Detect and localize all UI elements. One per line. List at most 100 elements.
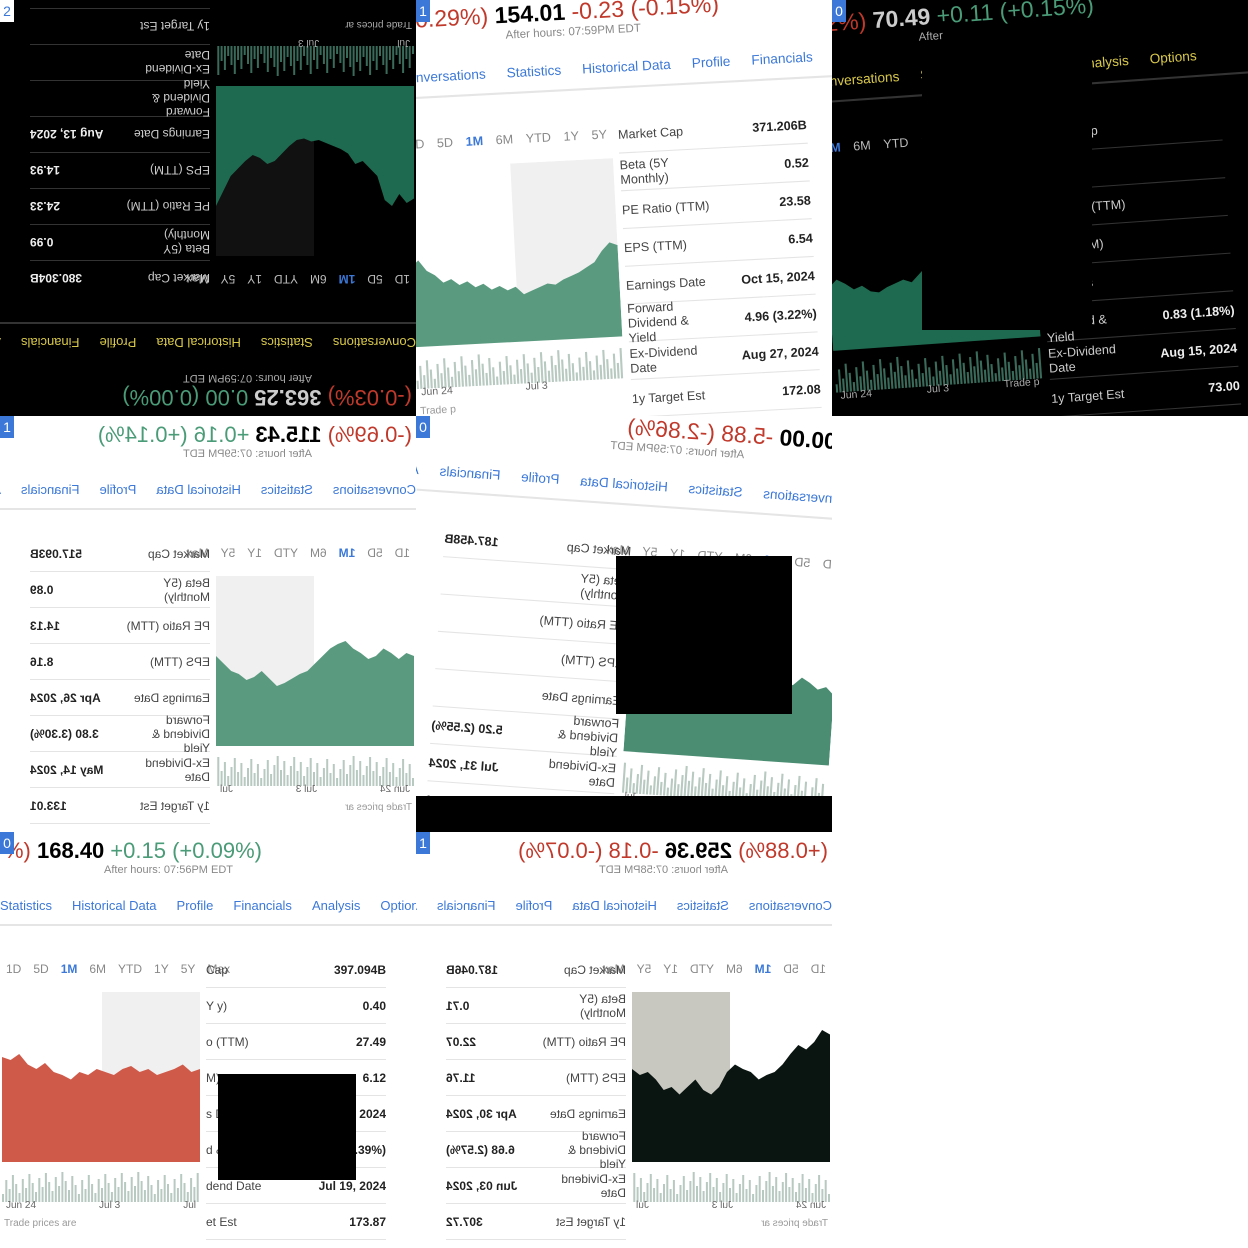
- tab-conversations[interactable]: Conversations: [748, 898, 832, 913]
- volume-bar: [382, 767, 385, 786]
- tab-financials[interactable]: Financials: [20, 482, 80, 497]
- stat-label: Market Cap: [617, 123, 684, 142]
- range-6m[interactable]: 6M: [309, 272, 327, 286]
- tab-financials[interactable]: Financials: [233, 898, 292, 913]
- volume-bar: [41, 1187, 44, 1202]
- price-chart[interactable]: [632, 992, 830, 1202]
- volume-bar: [865, 370, 870, 391]
- x-tick-label: Jul 3: [926, 382, 950, 396]
- tab-historical-data[interactable]: Historical Data: [579, 472, 669, 495]
- range-1y[interactable]: 1Y: [247, 272, 262, 286]
- stat-row: Forward Dividend & Yield: [30, 78, 210, 120]
- tab-financials[interactable]: Financials: [439, 463, 501, 483]
- price-chart[interactable]: [2, 992, 200, 1202]
- range-1m[interactable]: 1M: [338, 546, 356, 560]
- tab-conversations[interactable]: Conversations: [332, 335, 416, 350]
- range-ytd[interactable]: YTD: [273, 546, 298, 560]
- tab-profile[interactable]: Profile: [520, 468, 560, 488]
- tab-analysis[interactable]: Analysis: [311, 898, 361, 913]
- volume-bar: [714, 779, 718, 800]
- tab-historical-data[interactable]: Historical Data: [156, 482, 241, 497]
- tab-profile[interactable]: Profile: [99, 335, 137, 350]
- volume-bar: [492, 367, 496, 386]
- range-ytd[interactable]: YTD: [882, 135, 909, 152]
- range-5d[interactable]: 5D: [33, 962, 49, 976]
- range-5y[interactable]: 5Y: [636, 962, 652, 976]
- tab-profile[interactable]: Profile: [515, 898, 553, 913]
- tab-historical-data[interactable]: Historical Data: [72, 898, 157, 913]
- tab-historical-data[interactable]: Historical Data: [581, 56, 672, 77]
- range-1m[interactable]: 1M: [832, 139, 842, 156]
- range-ytd[interactable]: YTD: [273, 272, 298, 286]
- tab-financials[interactable]: Financials: [436, 898, 496, 913]
- tab-analysis[interactable]: Analysis: [416, 458, 420, 478]
- price-chart[interactable]: [216, 576, 414, 786]
- tab-analysis[interactable]: Analysis: [416, 898, 417, 913]
- tab-profile[interactable]: Profile: [99, 482, 137, 497]
- tab-statistics[interactable]: Statistics: [506, 62, 562, 81]
- tab-statistics[interactable]: Statistics: [676, 898, 729, 913]
- range-max[interactable]: Max: [207, 962, 231, 976]
- tab-profile[interactable]: Profile: [176, 898, 214, 913]
- tab-options[interactable]: Options: [1149, 47, 1198, 67]
- range-1d[interactable]: 1D: [6, 962, 22, 976]
- range-1m[interactable]: 1M: [465, 133, 484, 149]
- range-1d[interactable]: 1D: [822, 556, 832, 573]
- stat-label: et Est: [206, 1214, 237, 1229]
- volume-bar: [693, 786, 697, 798]
- range-5d[interactable]: 5D: [367, 272, 383, 286]
- range-1d[interactable]: 1D: [394, 272, 410, 286]
- range-1y[interactable]: 1Y: [663, 962, 678, 976]
- stat-value: 6.54: [787, 230, 814, 247]
- price-chart[interactable]: [416, 158, 625, 390]
- range-6m[interactable]: 6M: [89, 962, 107, 976]
- range-ytd[interactable]: YTD: [689, 962, 714, 976]
- range-ytd[interactable]: YTD: [118, 962, 143, 976]
- price-area: [216, 641, 414, 746]
- range-1y[interactable]: 1Y: [563, 128, 580, 144]
- tab-profile[interactable]: Profile: [691, 53, 731, 71]
- volume-bar: [5, 1180, 8, 1202]
- tab-conversations[interactable]: Conversations: [832, 68, 900, 91]
- range-1d[interactable]: 1D: [394, 546, 410, 560]
- stat-value: 380.304B: [30, 271, 83, 286]
- range-5y[interactable]: 5Y: [220, 272, 236, 286]
- range-1m[interactable]: 1M: [754, 962, 772, 976]
- tab-statistics[interactable]: Statistics: [688, 480, 744, 500]
- tab-financials[interactable]: Financials: [20, 335, 80, 350]
- range-1y[interactable]: 1Y: [154, 962, 169, 976]
- range-5d[interactable]: 5D: [436, 134, 454, 151]
- range-5d[interactable]: 5D: [783, 962, 799, 976]
- tab-analysis[interactable]: Analysis: [0, 335, 1, 350]
- range-5d[interactable]: 5D: [367, 546, 383, 560]
- range-6m[interactable]: 6M: [495, 131, 514, 148]
- tab-financials[interactable]: Financials: [750, 48, 814, 68]
- price-chart[interactable]: [216, 46, 414, 256]
- range-1m[interactable]: 1M: [338, 272, 356, 286]
- range-6m[interactable]: 6M: [309, 546, 327, 560]
- range-6m[interactable]: 6M: [725, 962, 743, 976]
- range-5y[interactable]: 5Y: [180, 962, 196, 976]
- range-5d[interactable]: 5D: [793, 554, 811, 571]
- range-1y[interactable]: 1Y: [247, 546, 262, 560]
- tab-historical-data[interactable]: Historical Data: [572, 898, 657, 913]
- range-ytd[interactable]: YTD: [525, 129, 552, 146]
- range-1d[interactable]: 1D: [416, 136, 425, 152]
- tab-conversations[interactable]: Conversations: [762, 485, 832, 508]
- stat-value: Oct 15, 2024: [740, 267, 816, 287]
- volume-bar: [481, 363, 485, 386]
- tab-historical-data[interactable]: Historical Data: [156, 335, 241, 350]
- tab-statistics[interactable]: Statistics: [260, 335, 313, 350]
- tab-conversations[interactable]: Conversations: [332, 482, 416, 497]
- tab-statistics[interactable]: Statistics: [0, 898, 53, 913]
- range-1d[interactable]: 1D: [810, 962, 826, 976]
- tab-statistics[interactable]: Statistics: [260, 482, 313, 497]
- range-5y[interactable]: 5Y: [220, 546, 236, 560]
- range-1m[interactable]: 1M: [60, 962, 78, 976]
- tab-options[interactable]: Options: [380, 898, 416, 913]
- tab-conversations[interactable]: Conversations: [416, 65, 487, 87]
- range-5y[interactable]: 5Y: [591, 126, 608, 143]
- tab-analysis[interactable]: Analysis: [0, 482, 1, 497]
- volume-bar: [962, 362, 967, 384]
- range-6m[interactable]: 6M: [852, 137, 872, 154]
